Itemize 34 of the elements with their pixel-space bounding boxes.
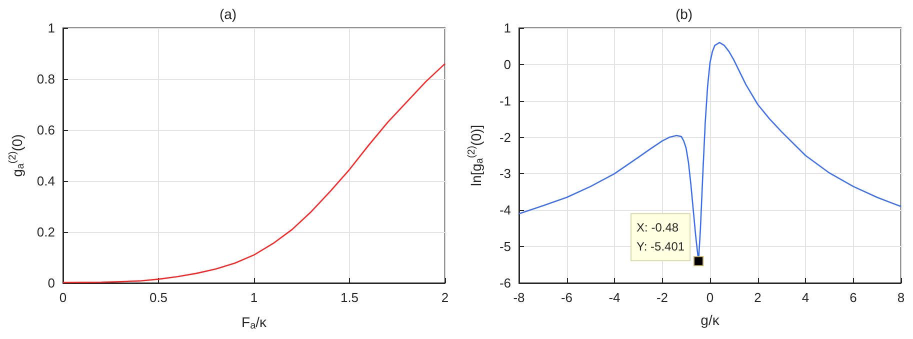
y-tick-label: -6	[499, 276, 511, 290]
x-tick-label: 4	[802, 290, 810, 305]
x-axis-title: g/κ	[700, 312, 720, 328]
y-tick-label: -5	[499, 239, 511, 254]
chart-title: (a)	[219, 6, 237, 22]
x-tick-label: 2	[441, 290, 449, 305]
y-tick-label: -3	[499, 166, 511, 182]
y-axis-title: ga(2)(0)	[8, 134, 27, 177]
y-tick-label: 1	[48, 20, 55, 36]
y-tick-label: 1	[504, 20, 511, 36]
x-tick-label: 0.5	[149, 290, 168, 305]
x-tick-label: 8	[897, 290, 905, 305]
x-tick-label: 0	[59, 290, 67, 305]
y-tick-label: 0.2	[36, 224, 55, 240]
y-tick-label: -2	[499, 130, 511, 145]
x-tick-label: 6	[850, 290, 857, 305]
y-tick-label: -4	[499, 202, 511, 218]
x-tick-label: -4	[608, 290, 620, 305]
y-tick-label: 0	[48, 276, 55, 290]
x-tick-label: 0	[706, 290, 714, 305]
x-tick-label: -6	[560, 290, 573, 305]
annotation: X: -0.48 Y: -5.401	[636, 220, 685, 254]
x-tick-label: -8	[513, 290, 525, 305]
y-tick-label: 0	[504, 56, 511, 72]
y-tick-label: -1	[499, 93, 511, 108]
x-tick-label: 2	[754, 290, 762, 305]
y-tick-label: 0.4	[36, 174, 55, 188]
chart-title: (b)	[675, 6, 693, 22]
y-tick-label: 0.8	[36, 72, 55, 86]
x-tick-label: 1.5	[340, 290, 359, 305]
y-axis-title: ln[ga(2)(0)]	[466, 124, 486, 186]
x-tick-label: -2	[656, 290, 668, 305]
x-tick-label: 1	[250, 290, 258, 305]
y-tick-label: 0.6	[36, 122, 55, 138]
